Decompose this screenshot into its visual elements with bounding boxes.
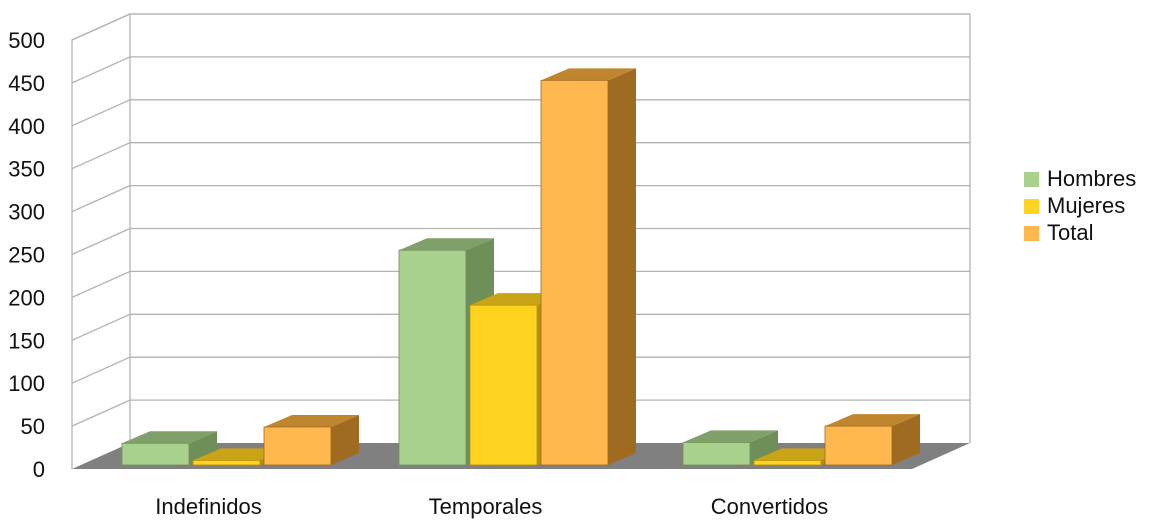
bar-side — [750, 430, 778, 465]
y-tick-label: 350 — [8, 157, 45, 182]
x-axis-labels: Indefinidos Temporales Convertidos — [155, 494, 828, 519]
gridline — [71, 184, 970, 213]
gridline — [71, 56, 970, 84]
bar-side — [189, 431, 217, 465]
gridline — [71, 399, 970, 427]
bar-top — [399, 238, 494, 251]
gridline — [71, 13, 970, 41]
bar-side — [608, 68, 636, 465]
bar-front — [824, 425, 893, 466]
bar-hombres-indefinidos — [121, 431, 217, 466]
bar-front — [121, 442, 190, 466]
y-tick-label: 500 — [8, 28, 45, 53]
gridline — [71, 227, 970, 256]
legend-swatch — [1024, 199, 1039, 214]
bar-top — [825, 414, 920, 427]
x-tick-label: Convertidos — [711, 494, 828, 519]
bar-front — [398, 249, 467, 466]
y-tick-label: 450 — [8, 71, 45, 96]
bar-total-convertidos — [824, 414, 920, 466]
legend-swatch — [1024, 172, 1039, 187]
bar-top — [122, 431, 217, 444]
bar-hombres-convertidos — [682, 430, 778, 466]
y-tick-label: 200 — [8, 285, 45, 310]
bar-total-temporales — [540, 68, 636, 466]
gridline — [71, 99, 970, 127]
y-tick-label: 100 — [8, 371, 45, 396]
bar-front — [753, 460, 822, 466]
bar-top — [683, 430, 778, 443]
legend-item-hombres: Hombres — [1024, 166, 1136, 191]
bar-total-indefinidos — [263, 414, 359, 466]
legend-swatch — [1024, 226, 1039, 241]
y-tick-label: 250 — [8, 243, 45, 268]
legend-item-mujeres: Mujeres — [1024, 193, 1125, 218]
y-tick-label: 300 — [8, 200, 45, 225]
bar-top — [541, 68, 636, 81]
legend-item-total: Total — [1024, 220, 1093, 245]
bar-front — [192, 460, 261, 466]
legend-label: Mujeres — [1047, 193, 1125, 218]
bar-front — [682, 441, 751, 466]
legend-label: Total — [1047, 220, 1093, 245]
bar-front — [263, 426, 332, 466]
y-tick-label: 50 — [21, 414, 45, 439]
bar-side — [892, 414, 920, 465]
x-tick-label: Indefinidos — [155, 494, 261, 519]
bars — [121, 68, 920, 466]
gridline — [71, 313, 970, 341]
gridline — [71, 142, 970, 170]
gridlines — [71, 13, 970, 427]
legend-label: Hombres — [1047, 166, 1136, 191]
y-axis-ticks: 0 50 100 150 200 250 300 350 400 450 500 — [8, 28, 45, 482]
bar-front — [540, 79, 609, 466]
y-tick-label: 150 — [8, 328, 45, 353]
gridline — [71, 270, 970, 298]
bar-front — [469, 304, 538, 466]
gridline — [71, 356, 970, 384]
y-tick-label: 400 — [8, 114, 45, 139]
x-tick-label: Temporales — [429, 494, 543, 519]
bar-side — [331, 414, 359, 465]
y-tick-label: 0 — [33, 457, 45, 482]
bar-top — [264, 414, 359, 427]
